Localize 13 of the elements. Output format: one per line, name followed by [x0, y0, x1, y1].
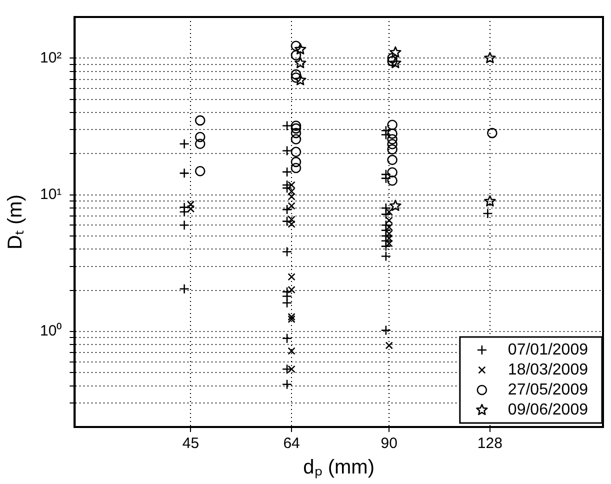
x-axis-title: dₚ (mm) — [303, 456, 375, 479]
legend-label: 27/05/2009 — [508, 381, 588, 398]
x-tick-label: 64 — [283, 435, 300, 452]
y-axis-title: Dₜ (m) — [4, 194, 27, 250]
legend-label: 18/03/2009 — [508, 361, 588, 378]
x-tick-label: 45 — [182, 435, 200, 452]
y-tick-label: 10² — [40, 49, 62, 66]
y-tick-label: 10¹ — [40, 186, 62, 203]
x-tick-label: 90 — [380, 435, 398, 452]
legend-label: 07/01/2009 — [508, 341, 588, 358]
y-tick-label: 10⁰ — [40, 322, 62, 340]
legend-label: 09/06/2009 — [508, 401, 588, 418]
x-tick-label: 128 — [477, 435, 502, 452]
